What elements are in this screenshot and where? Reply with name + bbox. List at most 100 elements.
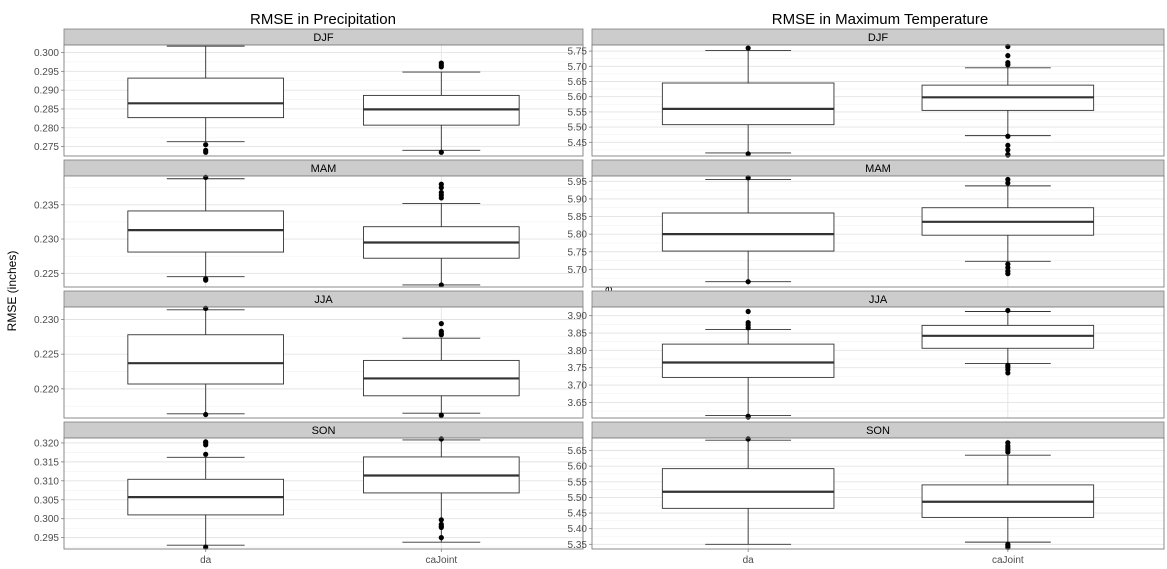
y-tick-label: 0.315 xyxy=(34,457,59,468)
outlier-point xyxy=(745,45,751,51)
y-tick-label: 0.275 xyxy=(34,142,59,153)
box-iqr xyxy=(127,210,284,253)
panel-son: SON 0.295 0.300 0.305 0.310 0.315 0.320 xyxy=(34,421,584,550)
panel-strip-label: SON xyxy=(312,425,336,437)
outlier-point xyxy=(745,308,751,315)
y-tick-label: 3.85 xyxy=(568,329,588,340)
y-tick-label: 0.320 xyxy=(34,438,59,449)
box-da xyxy=(661,308,835,420)
outlier-point xyxy=(438,60,444,66)
y-tick-label: 0.225 xyxy=(34,350,59,361)
box-iqr xyxy=(661,343,835,378)
outlier-point xyxy=(203,451,209,457)
y-axis-label: RMSE (inches) xyxy=(5,251,19,332)
outlier-point xyxy=(745,414,751,420)
outlier-point xyxy=(203,142,209,148)
panel-strip-label: MAM xyxy=(865,163,891,175)
outlier-point xyxy=(438,412,444,418)
outlier-point xyxy=(1005,370,1011,376)
outlier-point xyxy=(438,436,444,442)
outlier-point xyxy=(203,277,209,283)
panel-strip-label: JJA xyxy=(869,294,888,306)
panel-border xyxy=(591,44,1165,157)
box-da xyxy=(661,436,835,545)
box-caJoint xyxy=(921,440,1095,551)
box-caJoint xyxy=(921,176,1095,277)
y-tick-label: 3.80 xyxy=(568,346,588,357)
y-tick-label: 5.50 xyxy=(568,493,588,504)
y-tick-label: 5.45 xyxy=(568,138,588,149)
box-iqr xyxy=(661,468,835,509)
box-iqr xyxy=(661,82,835,126)
panel-strip-label: JJA xyxy=(314,294,333,306)
panel-mam: MAM 5.70 5.75 5.80 5.85 5.90 5.95 xyxy=(568,159,1165,288)
outlier-point xyxy=(1005,152,1011,158)
box-iqr xyxy=(127,77,284,119)
panel-border xyxy=(591,175,1165,288)
outlier-point xyxy=(438,328,444,334)
box-caJoint xyxy=(363,60,520,155)
outlier-point xyxy=(745,320,751,326)
box-caJoint xyxy=(921,43,1095,158)
y-tick-label: 5.75 xyxy=(568,247,588,258)
panel-jja: JJA 3.65 3.70 3.75 3.80 3.85 3.90 xyxy=(568,290,1165,420)
box-iqr xyxy=(661,212,835,252)
panel-son: SON 5.35 5.40 5.45 5.50 5.55 5.60 5.65 xyxy=(568,421,1165,551)
y-tick-label: 0.300 xyxy=(34,48,59,59)
y-tick-label: 0.300 xyxy=(34,514,59,525)
y-tick-label: 5.55 xyxy=(568,107,588,118)
outlier-point xyxy=(438,149,444,155)
outlier-point xyxy=(438,282,444,288)
outlier-point xyxy=(438,189,444,196)
outlier-point xyxy=(1005,142,1011,148)
panel-djf: DJF 5.45 5.50 5.55 5.60 5.65 5.70 5.75 xyxy=(568,28,1165,158)
y-tick-label: 0.230 xyxy=(34,315,59,326)
panel-border xyxy=(63,175,584,288)
y-tick-label: 5.95 xyxy=(568,177,588,188)
y-tick-label: 5.80 xyxy=(568,230,588,241)
outlier-point xyxy=(1005,60,1011,66)
outlier-point xyxy=(203,439,209,445)
outlier-point xyxy=(1005,147,1011,153)
outlier-point xyxy=(438,181,444,187)
outlier-point xyxy=(1005,176,1011,183)
y-tick-label: 5.70 xyxy=(568,265,588,276)
box-caJoint xyxy=(363,436,520,543)
box-da xyxy=(127,439,284,550)
y-tick-label: 5.70 xyxy=(568,62,588,73)
box-iqr xyxy=(127,334,284,385)
outlier-point xyxy=(745,436,751,442)
y-tick-label: 5.35 xyxy=(568,540,588,551)
chart-0: RMSE in Precipitation RMSE (inches) DJF 0.2… xyxy=(5,11,584,566)
outlier-point xyxy=(203,411,209,418)
y-tick-label: 0.280 xyxy=(34,123,59,134)
outlier-point xyxy=(1005,307,1011,314)
box-da xyxy=(127,305,284,418)
y-tick-label: 0.305 xyxy=(34,495,59,506)
panel-border xyxy=(591,306,1165,419)
y-tick-label: 0.235 xyxy=(34,200,59,211)
x-tick-label: da xyxy=(743,555,755,566)
y-tick-label: 5.50 xyxy=(568,123,588,134)
panel-strip-label: SON xyxy=(866,425,890,437)
y-tick-label: 5.55 xyxy=(568,477,588,488)
outlier-point xyxy=(438,524,444,531)
box-da xyxy=(127,45,284,155)
x-tick-label: caJoint xyxy=(992,555,1024,566)
x-tick-label: caJoint xyxy=(425,555,457,566)
outlier-point xyxy=(745,175,751,181)
outlier-point xyxy=(438,321,444,327)
outlier-point xyxy=(745,151,751,157)
outlier-point xyxy=(745,279,751,285)
chart-1: RMSE in Maximum TemperatureRMSE (degrees… xyxy=(568,11,1165,566)
y-tick-label: 5.60 xyxy=(568,92,588,103)
box-caJoint xyxy=(921,307,1095,376)
panel-jja: JJA 0.220 0.225 0.230 xyxy=(34,290,584,419)
panel-border xyxy=(63,44,584,157)
y-tick-label: 0.295 xyxy=(34,67,59,78)
panel-djf: DJF 0.275 0.280 0.285 0.290 0.295 0.300 xyxy=(34,28,584,157)
y-tick-label: 5.60 xyxy=(568,462,588,473)
y-tick-label: 0.290 xyxy=(34,86,59,97)
box-da xyxy=(661,175,835,285)
box-da xyxy=(127,174,284,283)
